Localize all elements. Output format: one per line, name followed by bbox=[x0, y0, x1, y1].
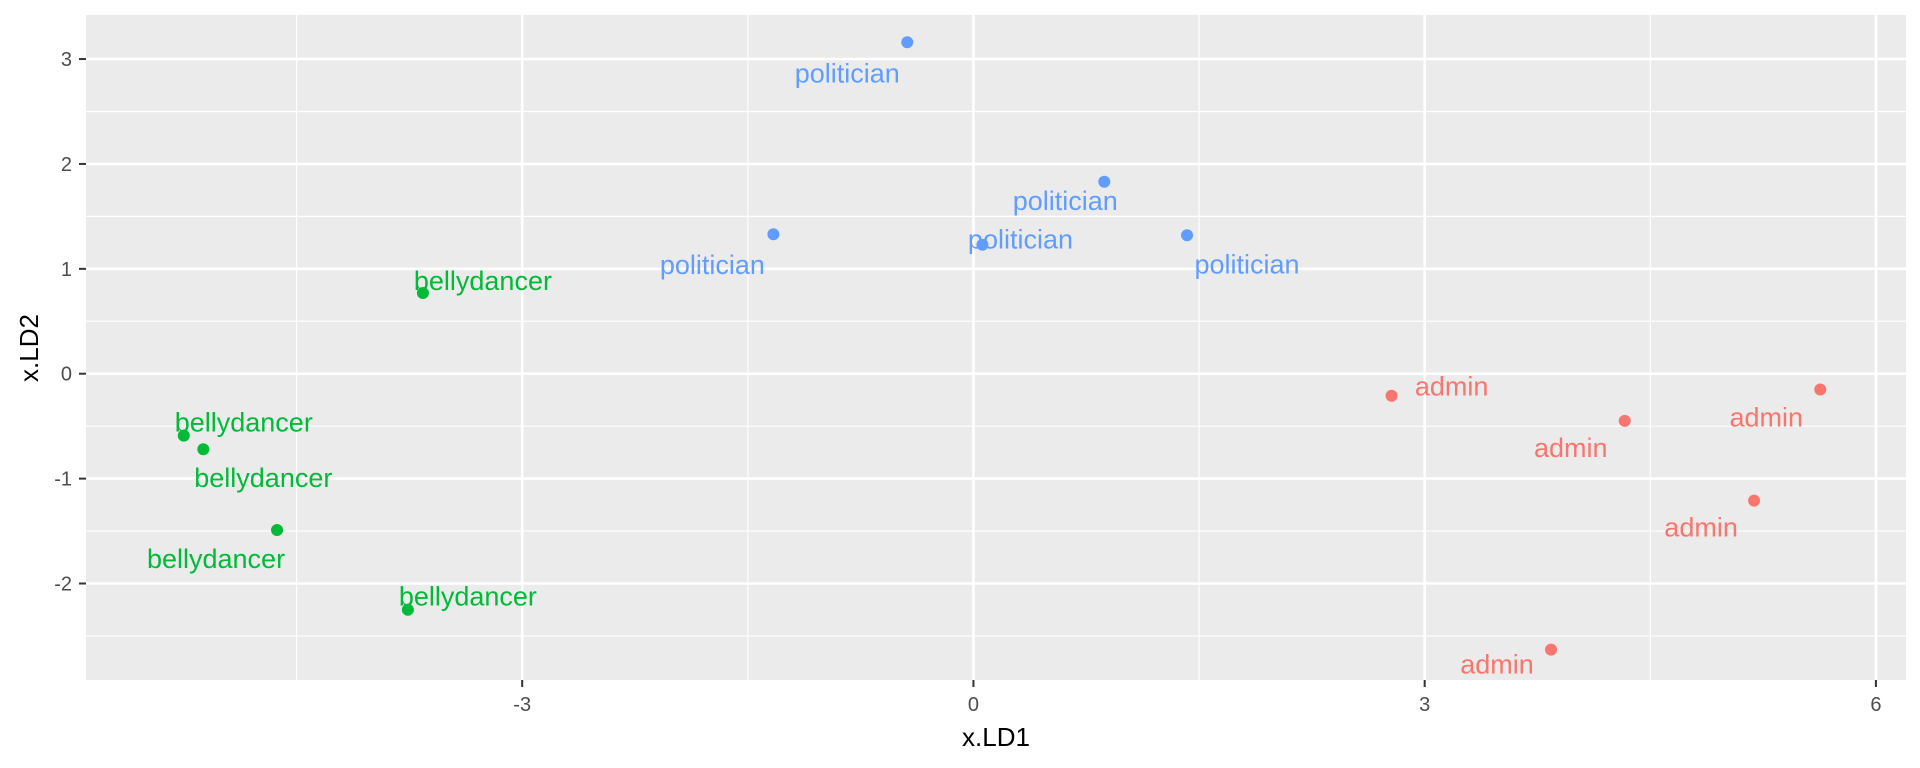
y-tick-label: 0 bbox=[61, 364, 72, 386]
point-label: admin bbox=[1460, 650, 1534, 680]
data-point bbox=[1098, 175, 1111, 188]
x-tick-label: 6 bbox=[1870, 694, 1881, 716]
point-label: bellydancer bbox=[414, 266, 552, 296]
point-label: politician bbox=[660, 250, 765, 280]
data-point bbox=[767, 228, 780, 241]
y-tick-label: -1 bbox=[54, 469, 72, 491]
data-point bbox=[1385, 389, 1398, 402]
data-point bbox=[901, 36, 914, 49]
data-point bbox=[271, 524, 284, 537]
point-label: admin bbox=[1534, 433, 1608, 463]
data-point bbox=[976, 238, 989, 251]
data-point bbox=[1748, 494, 1761, 507]
point-labels: admin admin admin admin admin bellydancer bell… bbox=[147, 58, 1803, 679]
point-label: bellydancer bbox=[194, 463, 332, 493]
data-point bbox=[401, 603, 414, 616]
data-point bbox=[1181, 229, 1194, 242]
y-axis-title: x.LD2 bbox=[14, 314, 44, 382]
data-point bbox=[1618, 414, 1631, 427]
data-point bbox=[177, 429, 190, 442]
point-label: admin bbox=[1729, 402, 1803, 432]
data-point bbox=[197, 443, 210, 456]
minor-grid bbox=[86, 15, 1906, 680]
data-point bbox=[1545, 643, 1558, 656]
point-label: politician bbox=[968, 225, 1073, 255]
point-label: bellydancer bbox=[147, 544, 285, 574]
point-label: admin bbox=[1664, 513, 1738, 543]
point-label: bellydancer bbox=[175, 408, 313, 438]
plot-panel bbox=[86, 15, 1906, 680]
y-tick-label: -2 bbox=[54, 574, 72, 596]
y-tick-label: 1 bbox=[61, 259, 72, 281]
point-label: bellydancer bbox=[399, 582, 537, 612]
x-axis-title: x.LD1 bbox=[962, 722, 1030, 752]
major-grid bbox=[86, 15, 1906, 680]
point-label: politician bbox=[1194, 249, 1299, 279]
x-tick-label: 0 bbox=[968, 694, 979, 716]
point-label: admin bbox=[1415, 372, 1489, 402]
point-label: politician bbox=[795, 58, 900, 88]
y-tick-label: 3 bbox=[61, 49, 72, 71]
axis-ticks: -3 0 3 6 3 2 1 0 -1 -2 bbox=[54, 49, 1881, 716]
y-tick-label: 2 bbox=[61, 154, 72, 176]
x-tick-label: -3 bbox=[513, 694, 531, 716]
data-points bbox=[177, 36, 1827, 656]
point-label: politician bbox=[1013, 186, 1118, 216]
data-point bbox=[416, 286, 429, 299]
data-point bbox=[1814, 383, 1827, 396]
x-tick-label: 3 bbox=[1419, 694, 1430, 716]
